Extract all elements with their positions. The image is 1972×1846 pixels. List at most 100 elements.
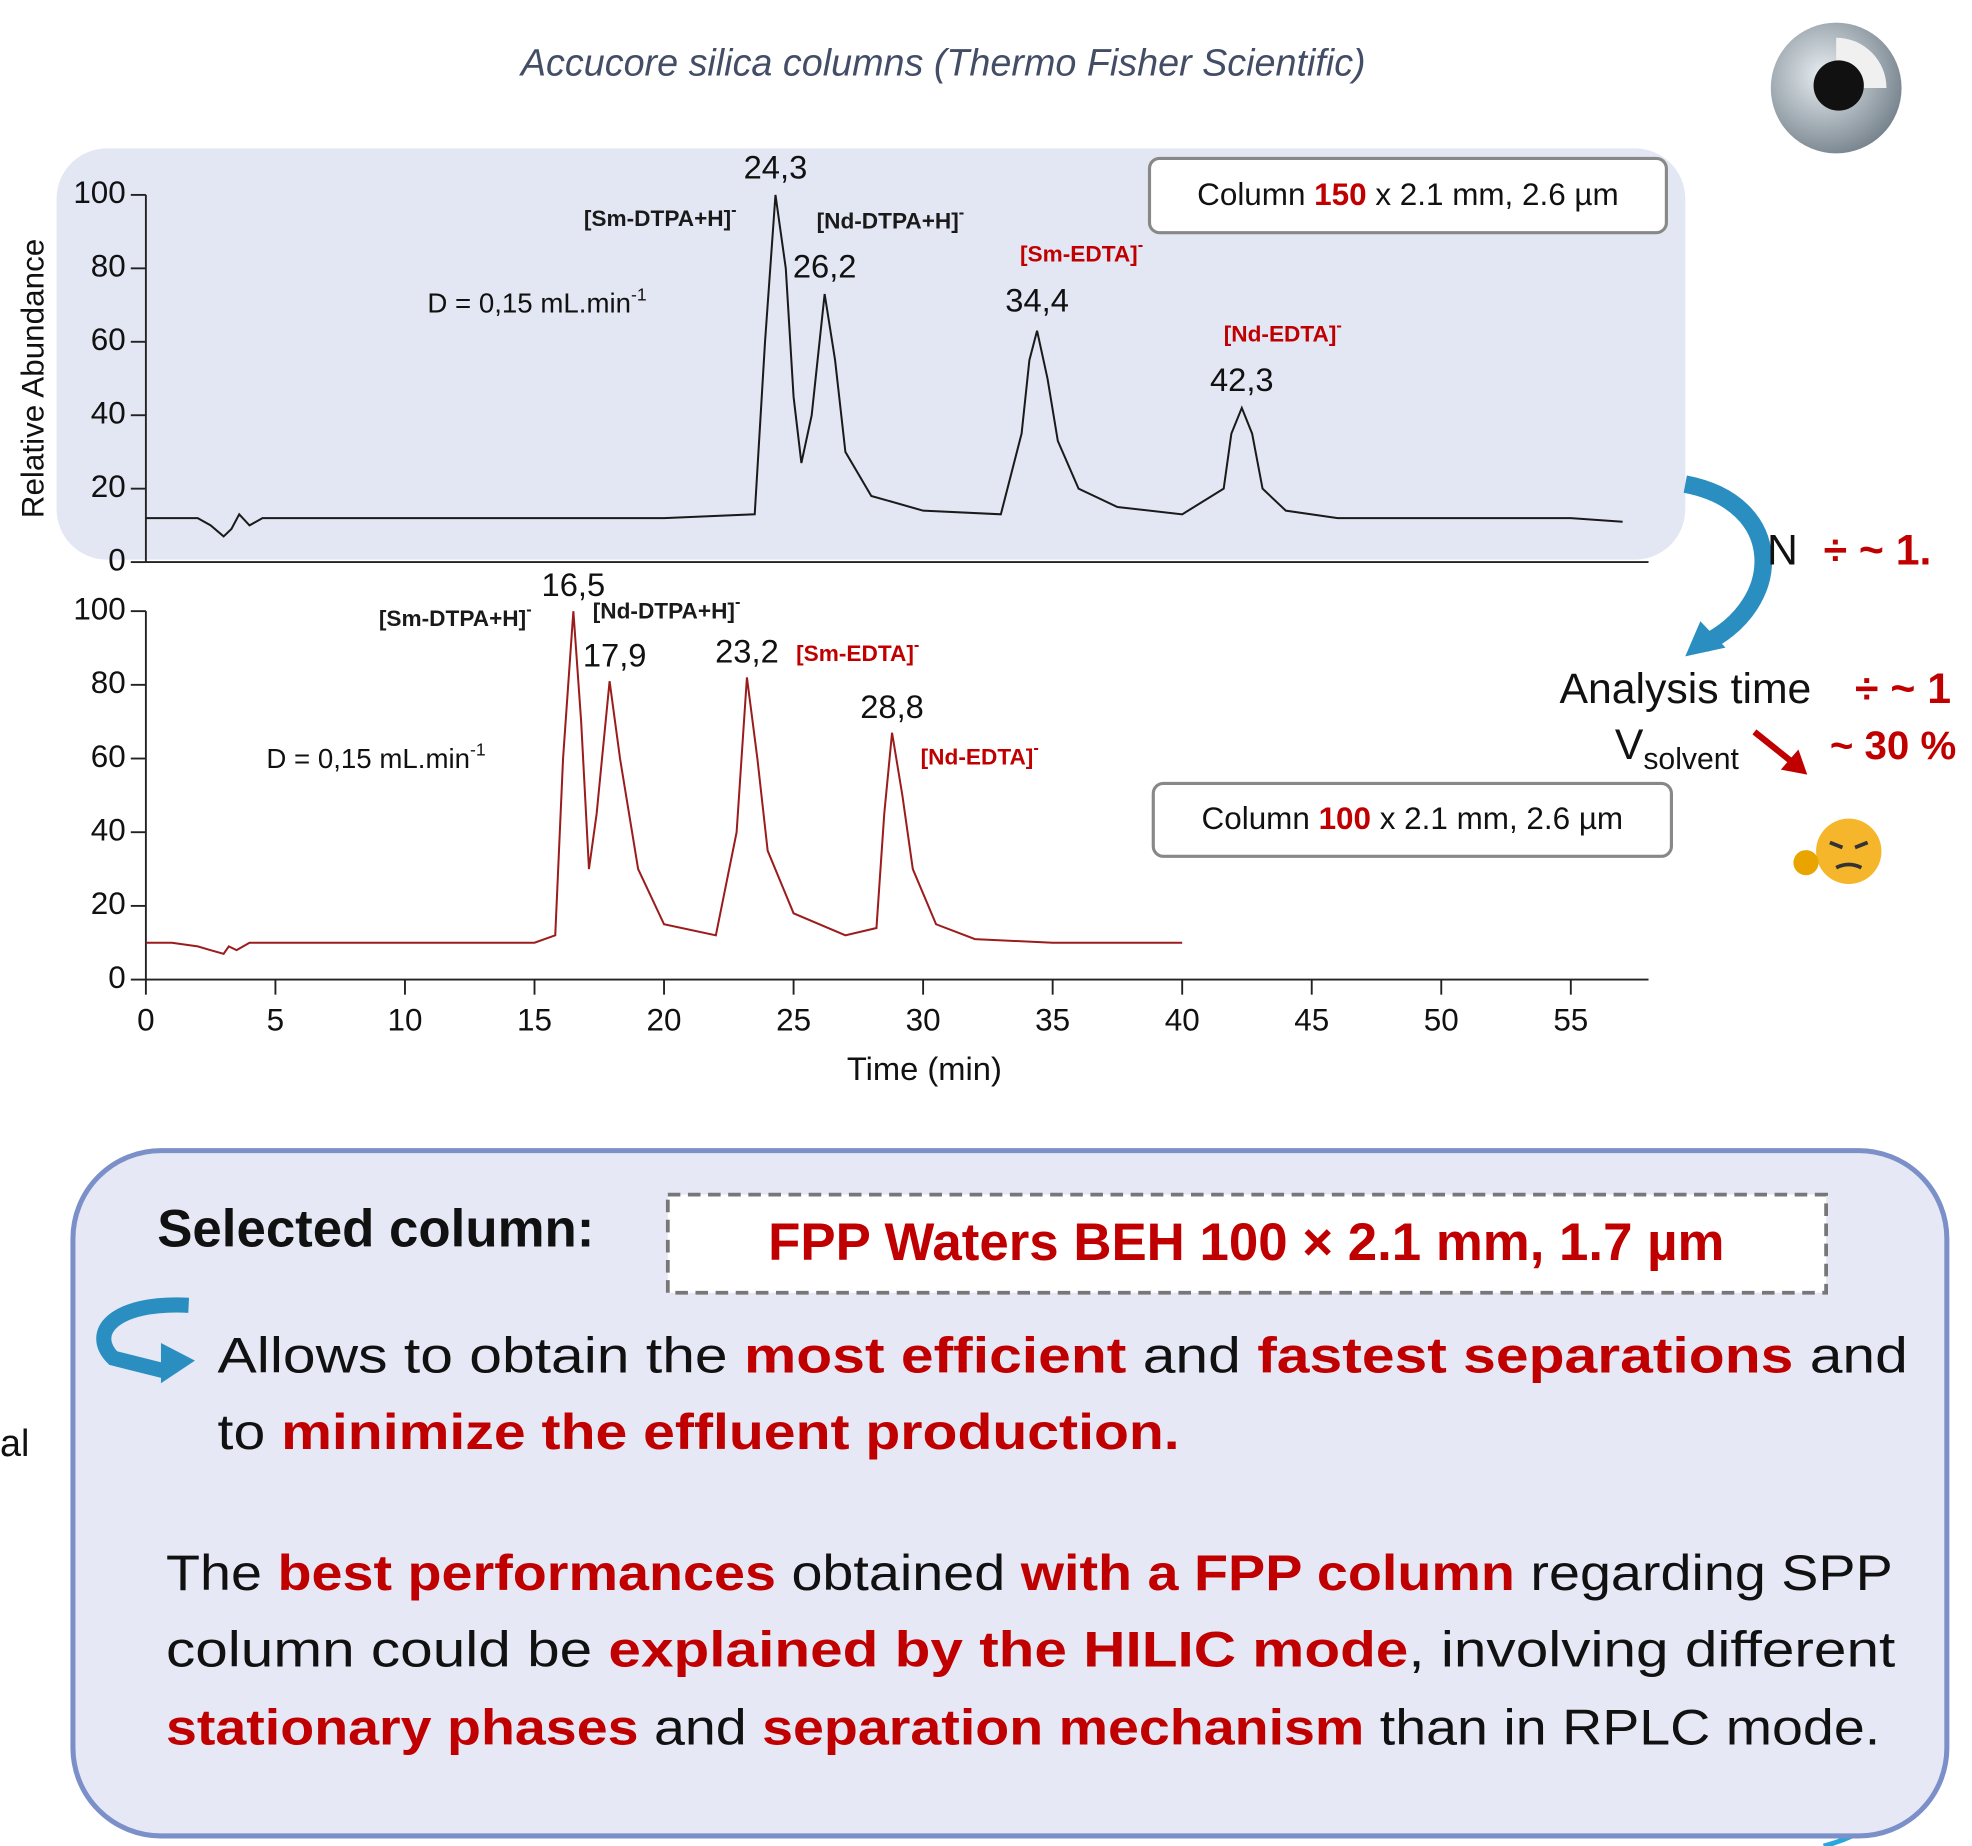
x-tick-label: 5 [267, 1003, 284, 1038]
y-tick-label: 60 [91, 322, 126, 357]
text-segment: stationary phases [166, 1699, 639, 1756]
text-segment: x 2.1 mm, 2.6 µm [1367, 177, 1619, 212]
text-segment: x 2.1 mm, 2.6 µm [1371, 801, 1623, 836]
text-segment: regarding SPP [1515, 1544, 1893, 1601]
volume-symbol: V [1615, 722, 1644, 770]
flow-rate: D = 0,15 mL.min-1 [266, 739, 485, 774]
peak-label: 26,2 [793, 248, 857, 285]
time-label: Analysis time [1559, 665, 1811, 713]
y-tick-label: 20 [91, 886, 126, 921]
y-axis-label: Relative Abundance [16, 239, 51, 518]
y-tick-label: 80 [91, 665, 126, 700]
y-tick-label: 80 [91, 249, 126, 284]
peak-label: 23,2 [715, 633, 779, 670]
y-tick-label: 100 [73, 175, 125, 210]
column-spec: Column 150 x 2.1 mm, 2.6 µm [1197, 177, 1619, 212]
compound-label: [Nd-EDTA]- [921, 740, 1039, 769]
x-tick-label: 10 [387, 1003, 422, 1038]
text-segment: with a FPP column [1020, 1544, 1515, 1601]
x-tick-label: 15 [517, 1003, 552, 1038]
text-segment: and [1126, 1327, 1257, 1384]
time-ratio: ÷ ~ 1 [1855, 665, 1951, 713]
x-tick-label: 20 [647, 1003, 682, 1038]
text-segment: most efficient [744, 1327, 1127, 1384]
compound-label: [Sm-EDTA]- [1020, 237, 1143, 266]
y-tick-label: 40 [91, 813, 126, 848]
volume-change: ~ 30 % [1830, 723, 1956, 768]
selection-label: Selected column: [157, 1199, 594, 1258]
text-segment: separation mechanism [762, 1699, 1364, 1756]
compound-name: [Sm-DTPA+H] [584, 206, 731, 231]
x-tick-label: 0 [137, 1003, 154, 1038]
compound-label: [Nd-DTPA+H]- [593, 594, 741, 623]
compound-name: [Nd-EDTA] [1224, 322, 1337, 347]
compound-charge: - [959, 204, 964, 222]
paragraph-line: The best performances obtained with a FP… [166, 1544, 1893, 1601]
compound-name: [Sm-EDTA] [1020, 241, 1138, 266]
trace [145, 194, 1623, 538]
text-segment: 100 [1319, 801, 1371, 836]
volume-label: Vsolvent [1615, 722, 1740, 776]
selection-text: Allows to obtain the most efficient and … [166, 1327, 1908, 1756]
paragraph-line: stationary phases and separation mechani… [166, 1699, 1880, 1756]
x-tick-label: 50 [1424, 1003, 1459, 1038]
compound-charge: - [731, 202, 736, 220]
header-title: Accucore silica columns (Thermo Fisher S… [519, 41, 1366, 83]
column-box [1151, 781, 1673, 858]
comparison: N ÷ ~ 1. Analysis time ÷ ~ 1 Vsolvent ~ … [1559, 475, 1956, 885]
peak-label: 28,8 [860, 688, 924, 725]
compound-label: [Sm-EDTA]- [796, 637, 919, 666]
compound-label: [Nd-EDTA]- [1224, 317, 1342, 346]
y-tick-label: 0 [108, 960, 125, 995]
text-segment: best performances [277, 1544, 775, 1601]
peak-label: 24,3 [744, 148, 808, 185]
text-segment: to [218, 1403, 282, 1460]
plot-background [56, 148, 1686, 560]
trace [145, 611, 1183, 955]
text-segment: , involving different [1408, 1621, 1895, 1678]
peak-label: 16,5 [542, 566, 606, 603]
n-label: N [1767, 527, 1798, 575]
compound-label: [Nd-DTPA+H]- [817, 204, 965, 233]
text-segment: Column [1197, 177, 1314, 212]
compound-name: [Nd-DTPA+H] [817, 209, 959, 234]
text-segment: Column [1202, 801, 1319, 836]
text-segment: and [1793, 1327, 1907, 1384]
x-tick-label: 55 [1553, 1003, 1588, 1038]
compound-charge: - [1033, 740, 1038, 758]
text-segment: 150 [1314, 177, 1366, 212]
compound-charge: - [1336, 317, 1341, 335]
compound-name: [Nd-DTPA+H] [593, 598, 735, 623]
selected-column: FPP Waters BEH 100 × 2.1 mm, 1.7 µm [768, 1213, 1724, 1272]
y-tick-label: 20 [91, 469, 126, 504]
compound-name: [Sm-DTPA+H] [379, 606, 526, 631]
y-tick-label: 40 [91, 396, 126, 431]
x-tick-label: 40 [1165, 1003, 1200, 1038]
x-axis-label: Time (min) [847, 1050, 1002, 1087]
compound-label: [Sm-DTPA+H]- [584, 202, 737, 231]
compound-name: [Sm-EDTA] [796, 641, 914, 666]
text-segment: explained by the HILIC mode [608, 1621, 1408, 1678]
x-tick-label: 25 [776, 1003, 811, 1038]
y-tick-label: 100 [73, 591, 125, 626]
x-tick-label: 35 [1035, 1003, 1070, 1038]
text-segment: column could be [166, 1621, 608, 1678]
text-segment: The [166, 1544, 277, 1601]
text-segment: obtained [776, 1544, 1021, 1601]
selection-box: Selected column: FPP Waters BEH 100 × 2.… [70, 1148, 1950, 1846]
n-ratio: ÷ ~ 1. [1824, 527, 1932, 575]
compound-label: [Sm-DTPA+H]- [379, 601, 532, 630]
text-segment: fastest separations [1257, 1327, 1793, 1384]
compound-charge: - [1138, 237, 1143, 255]
paragraph-line: Allows to obtain the most efficient and … [218, 1327, 1908, 1384]
flow-text: D = 0,15 mL.min [427, 288, 631, 319]
peak-label: 17,9 [583, 636, 647, 673]
column-box [1147, 156, 1668, 235]
text-segment: Allows to obtain the [218, 1327, 744, 1384]
compound-name: [Nd-EDTA] [921, 744, 1034, 769]
x-tick-label: 45 [1294, 1003, 1329, 1038]
y-tick-label: 60 [91, 739, 126, 774]
peak-label: 42,3 [1210, 361, 1274, 398]
